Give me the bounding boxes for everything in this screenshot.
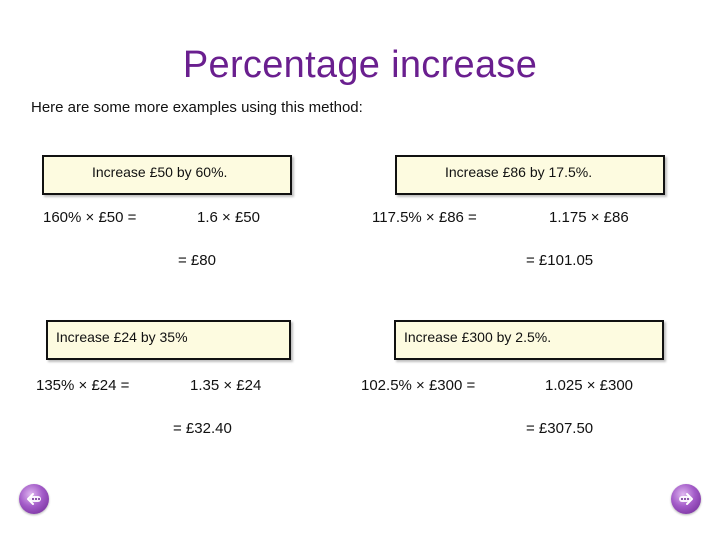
example-4-answer: = £307.50 <box>526 420 594 437</box>
example-2-step-right: 1.175 × £86 <box>549 209 629 226</box>
example-4-question-box: Increase £300 by 2.5%. <box>394 320 664 360</box>
example-4-step-right: 1.025 × £300 <box>545 377 634 394</box>
back-button[interactable] <box>19 484 49 514</box>
example-1-step-right: 1.6 × £50 <box>197 209 260 226</box>
example-3-step-right: 1.35 × £24 <box>190 377 262 394</box>
example-1-answer: = £80 <box>178 252 216 269</box>
example-2-question: Increase £86 by 17.5%. <box>445 164 593 180</box>
forward-button[interactable] <box>671 484 701 514</box>
example-3-answer: = £32.40 <box>173 420 232 437</box>
example-3-question-box: Increase £24 by 35% <box>46 320 291 360</box>
example-2-answer: = £101.05 <box>526 252 594 269</box>
back-arrow-icon <box>27 493 41 505</box>
example-1-question-box: Increase £50 by 60%. <box>42 155 292 195</box>
example-4-step-left: 102.5% × £300 = <box>361 377 476 394</box>
forward-arrow-icon <box>679 493 693 505</box>
page-subtitle: Here are some more examples using this m… <box>31 99 363 116</box>
example-2-question-box: Increase £86 by 17.5%. <box>395 155 665 195</box>
example-3-question: Increase £24 by 35% <box>56 329 188 345</box>
example-2-step-left: 117.5% × £86 = <box>372 209 477 226</box>
example-1-step-left: 160% × £50 = <box>43 209 137 226</box>
example-4-question: Increase £300 by 2.5%. <box>404 329 552 345</box>
example-1-question: Increase £50 by 60%. <box>92 164 228 180</box>
page-title: Percentage increase <box>182 44 538 86</box>
example-3-step-left: 135% × £24 = <box>36 377 130 394</box>
